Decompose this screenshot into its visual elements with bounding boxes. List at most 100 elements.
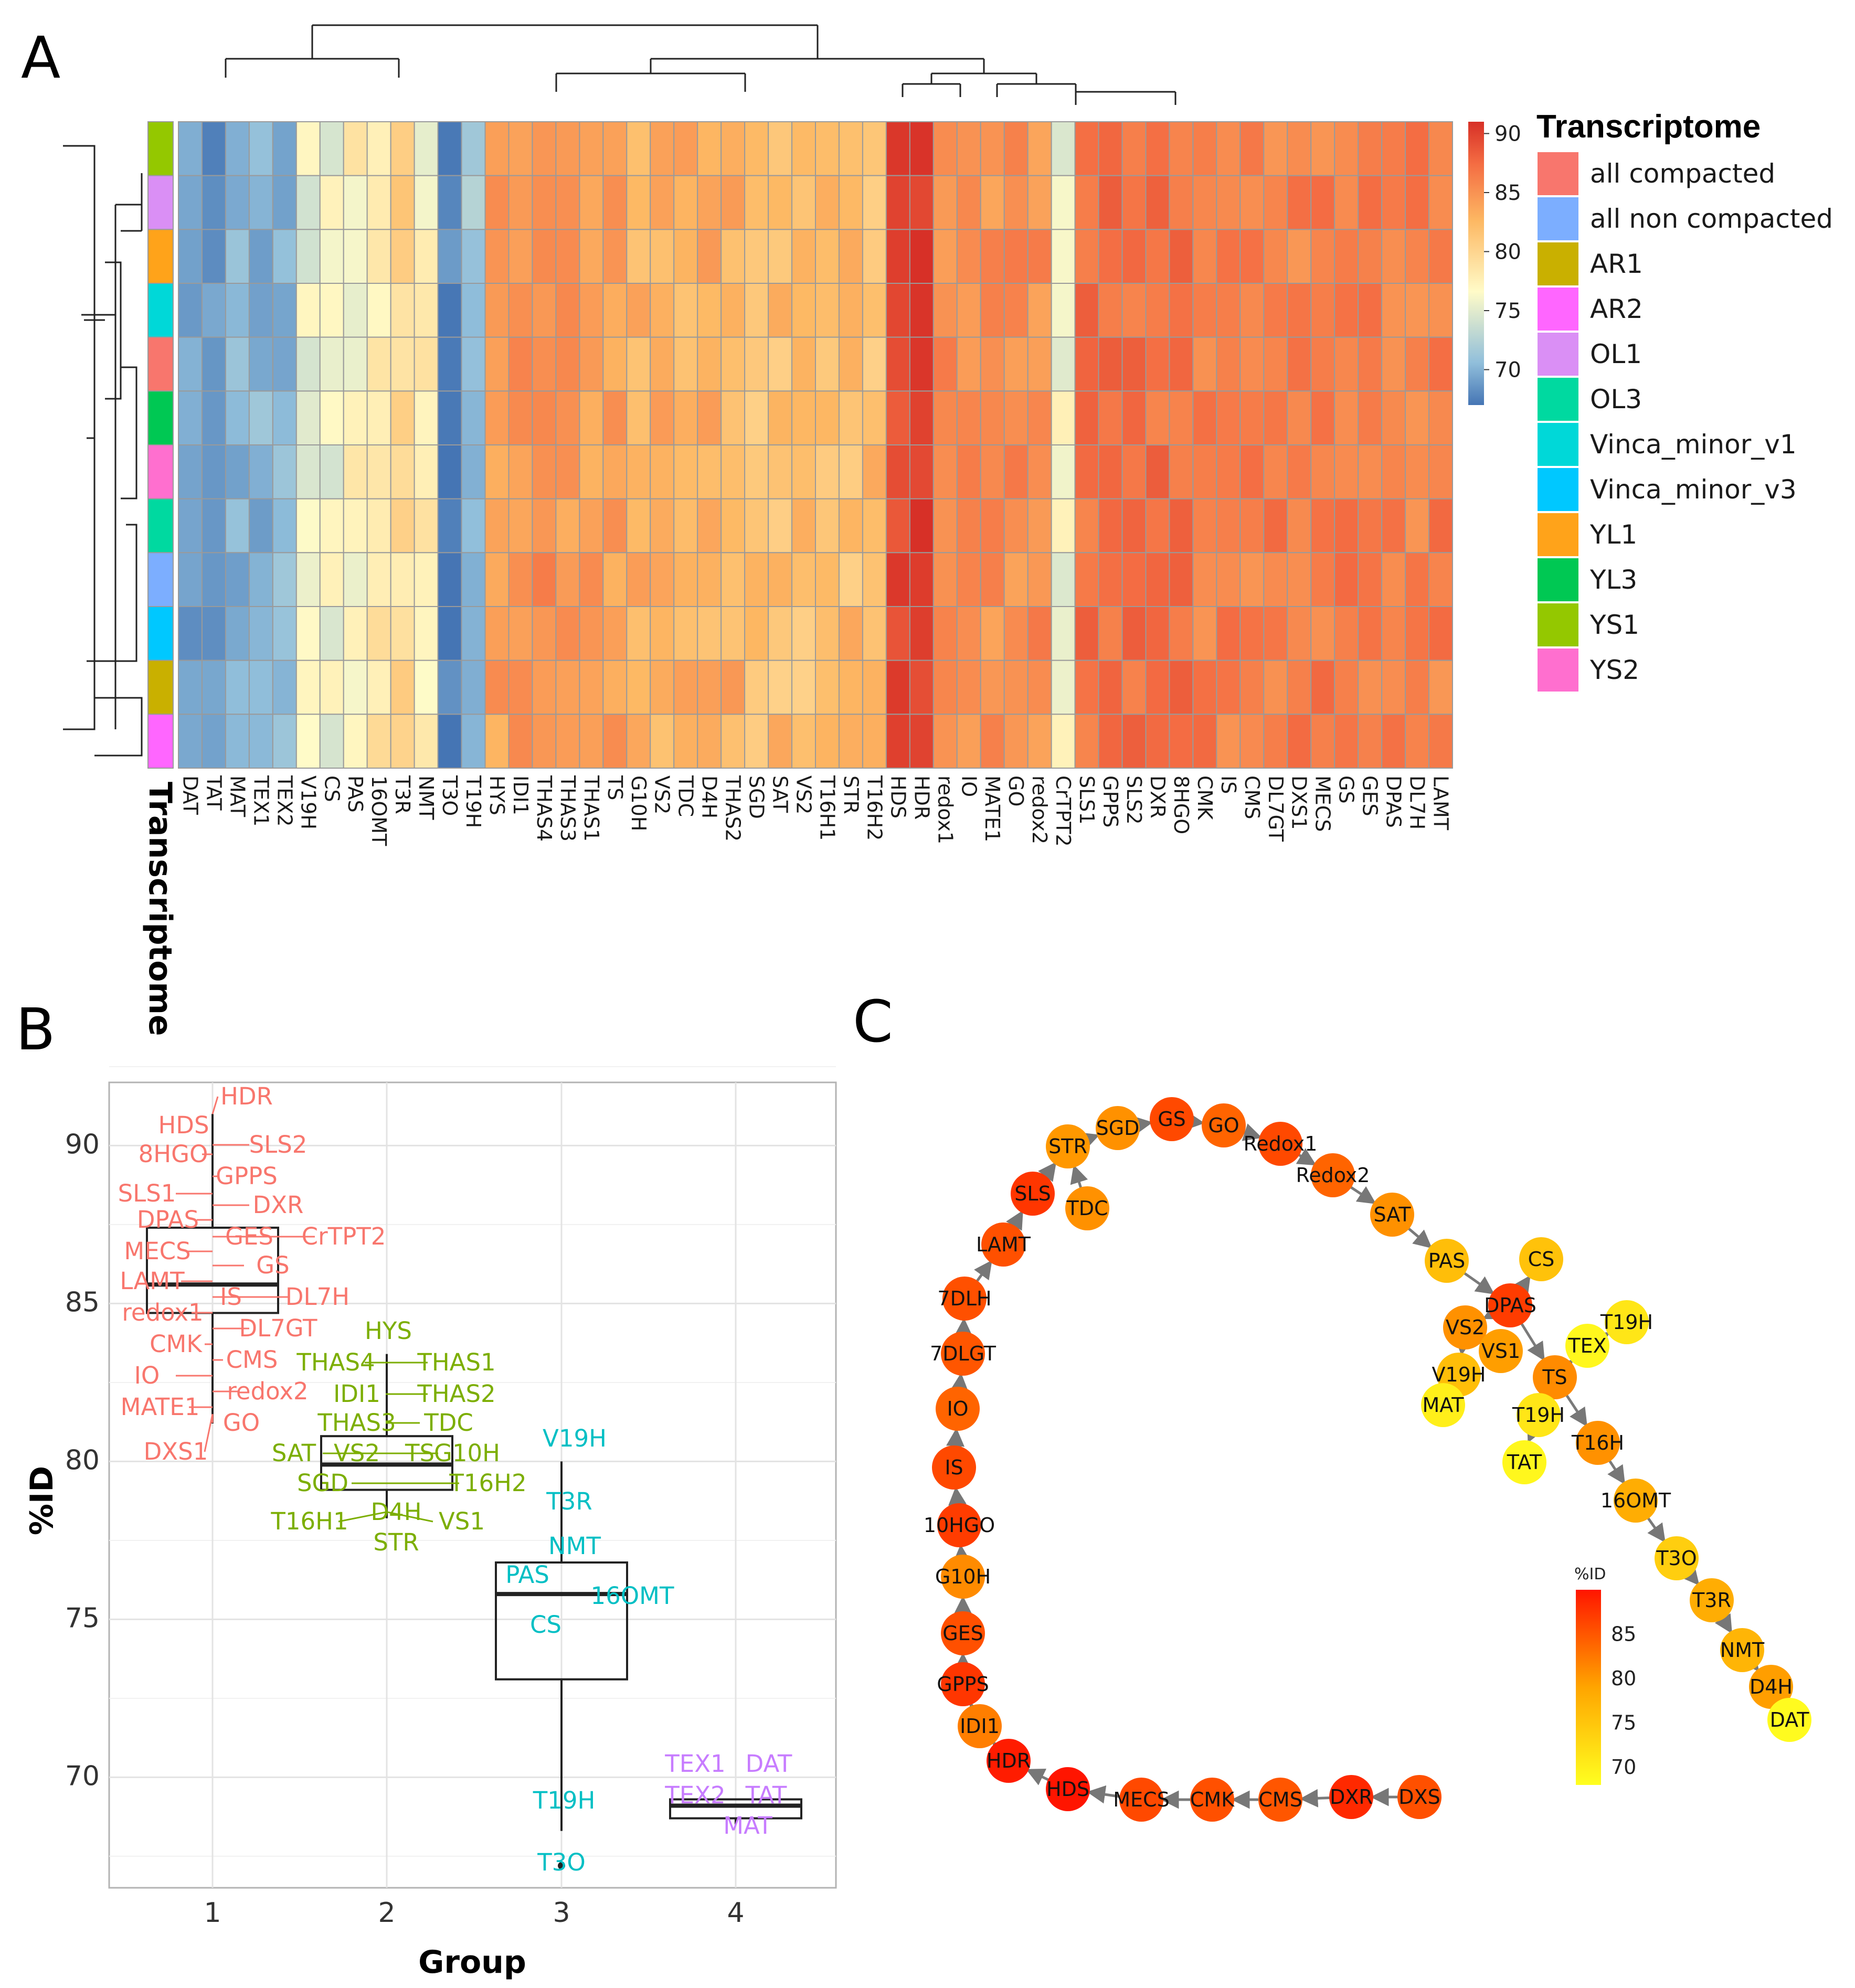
heatmap-column-label: HYS <box>485 775 508 815</box>
heatmap-cell <box>1263 121 1288 176</box>
heatmap-cell <box>932 229 958 284</box>
heatmap-cell <box>1310 498 1335 554</box>
heatmap-cell <box>602 444 628 499</box>
heatmap-cell <box>579 229 604 284</box>
heatmap-cell <box>437 175 462 230</box>
heatmap-cell <box>508 229 533 284</box>
heatmap-column-label: PAS <box>344 775 367 813</box>
heatmap-cell <box>295 229 321 284</box>
heatmap-cell <box>909 498 934 554</box>
heatmap-scale-tick-label: 75 <box>1494 299 1521 323</box>
heatmap-cell <box>508 660 533 715</box>
heatmap-cell <box>1381 175 1406 230</box>
heatmap-cell <box>1287 283 1312 338</box>
box-gene-label: T19H <box>533 1787 596 1814</box>
heatmap-column-label: T3O <box>438 775 461 816</box>
heatmap-cell <box>838 121 863 176</box>
heatmap-cell <box>1405 552 1430 608</box>
heatmap-cell <box>1121 390 1147 445</box>
heatmap-cell <box>602 390 628 445</box>
heatmap-cell <box>555 283 580 338</box>
heatmap-cell <box>178 336 203 392</box>
heatmap-cell <box>319 283 344 338</box>
heatmap-cell <box>626 390 651 445</box>
heatmap-cell <box>1145 390 1170 445</box>
heatmap-cell <box>1003 336 1029 392</box>
heatmap-cell <box>768 229 793 284</box>
heatmap-cell <box>1405 283 1430 338</box>
legend-swatch <box>1538 333 1578 376</box>
heatmap-cell <box>1310 390 1335 445</box>
heatmap-cell <box>248 444 273 499</box>
boxplot-boxes <box>146 1114 802 1869</box>
heatmap-cell <box>532 606 557 661</box>
network-node-label: 7DLH <box>937 1287 991 1310</box>
heatmap-cell <box>1003 498 1029 554</box>
heatmap-cell <box>532 336 557 392</box>
box-gene-label: T3R <box>546 1487 592 1515</box>
heatmap-cell <box>1216 552 1241 608</box>
heatmap-cell <box>225 660 250 715</box>
heatmap-cell <box>461 229 486 284</box>
box-gene-label: 16OMT <box>591 1582 675 1610</box>
heatmap-cell <box>508 336 533 392</box>
x-tick-label: 4 <box>727 1897 744 1929</box>
annotation-cell <box>147 175 174 230</box>
heatmap-cell <box>626 175 651 230</box>
box-gene-label: CMK <box>150 1330 203 1358</box>
heatmap-cell <box>697 660 722 715</box>
heatmap-cell <box>1051 498 1076 554</box>
heatmap-cell <box>1381 121 1406 176</box>
heatmap-cell <box>555 660 580 715</box>
heatmap-cell <box>720 660 746 715</box>
heatmap-cell <box>1428 283 1454 338</box>
heatmap-cell <box>673 121 698 176</box>
heatmap-column-label: HDR <box>910 775 933 820</box>
heatmap-cell <box>1027 552 1052 608</box>
heatmap-cell <box>697 444 722 499</box>
heatmap-cell <box>885 714 910 769</box>
network-node-label: 7DLGT <box>930 1342 997 1365</box>
heatmap-cell <box>885 606 910 661</box>
box-gene-label: VS1 <box>439 1507 485 1535</box>
heatmap-cell <box>602 121 628 176</box>
network-node-label: T16H <box>1571 1431 1624 1454</box>
network-node-label: T19H <box>1600 1311 1653 1334</box>
heatmap-cell <box>225 552 250 608</box>
heatmap-cell <box>720 444 746 499</box>
heatmap-cell <box>697 390 722 445</box>
heatmap-cell <box>1074 175 1099 230</box>
label-leader-line <box>338 1511 387 1523</box>
heatmap-cell <box>1310 283 1335 338</box>
box-gene-label: redox2 <box>227 1377 308 1405</box>
heatmap-cell <box>932 444 958 499</box>
heatmap-cell <box>390 498 415 554</box>
heatmap-cell <box>390 444 415 499</box>
heatmap-cell <box>414 336 439 392</box>
network-node <box>1614 1479 1658 1523</box>
heatmap-cell <box>1381 606 1406 661</box>
network-color-scale-bar <box>1576 1590 1601 1785</box>
heatmap-cell <box>295 714 321 769</box>
legend-swatch <box>1538 513 1578 556</box>
heatmap-cell <box>295 336 321 392</box>
heatmap-cell <box>885 444 910 499</box>
y-tick-label: 80 <box>65 1444 100 1476</box>
heatmap-cell <box>1263 444 1288 499</box>
heatmap-column-label: GES <box>1359 775 1382 816</box>
heatmap-cell <box>697 606 722 661</box>
boxplot-label-leaders <box>176 1096 459 1523</box>
network-scale-tick-label: 70 <box>1611 1756 1636 1779</box>
heatmap-cell <box>1239 714 1265 769</box>
heatmap-cell <box>838 444 863 499</box>
heatmap-cell <box>909 390 934 445</box>
heatmap-cell <box>815 660 840 715</box>
heatmap-cell <box>980 175 1005 230</box>
heatmap-cell <box>650 283 675 338</box>
heatmap-cell <box>602 714 628 769</box>
heatmap-cell <box>1216 660 1241 715</box>
box-gene-label: SGD <box>297 1469 348 1497</box>
heatmap-cell <box>437 498 462 554</box>
heatmap-cell <box>1216 121 1241 176</box>
heatmap-column-label: VS2 <box>651 775 674 814</box>
